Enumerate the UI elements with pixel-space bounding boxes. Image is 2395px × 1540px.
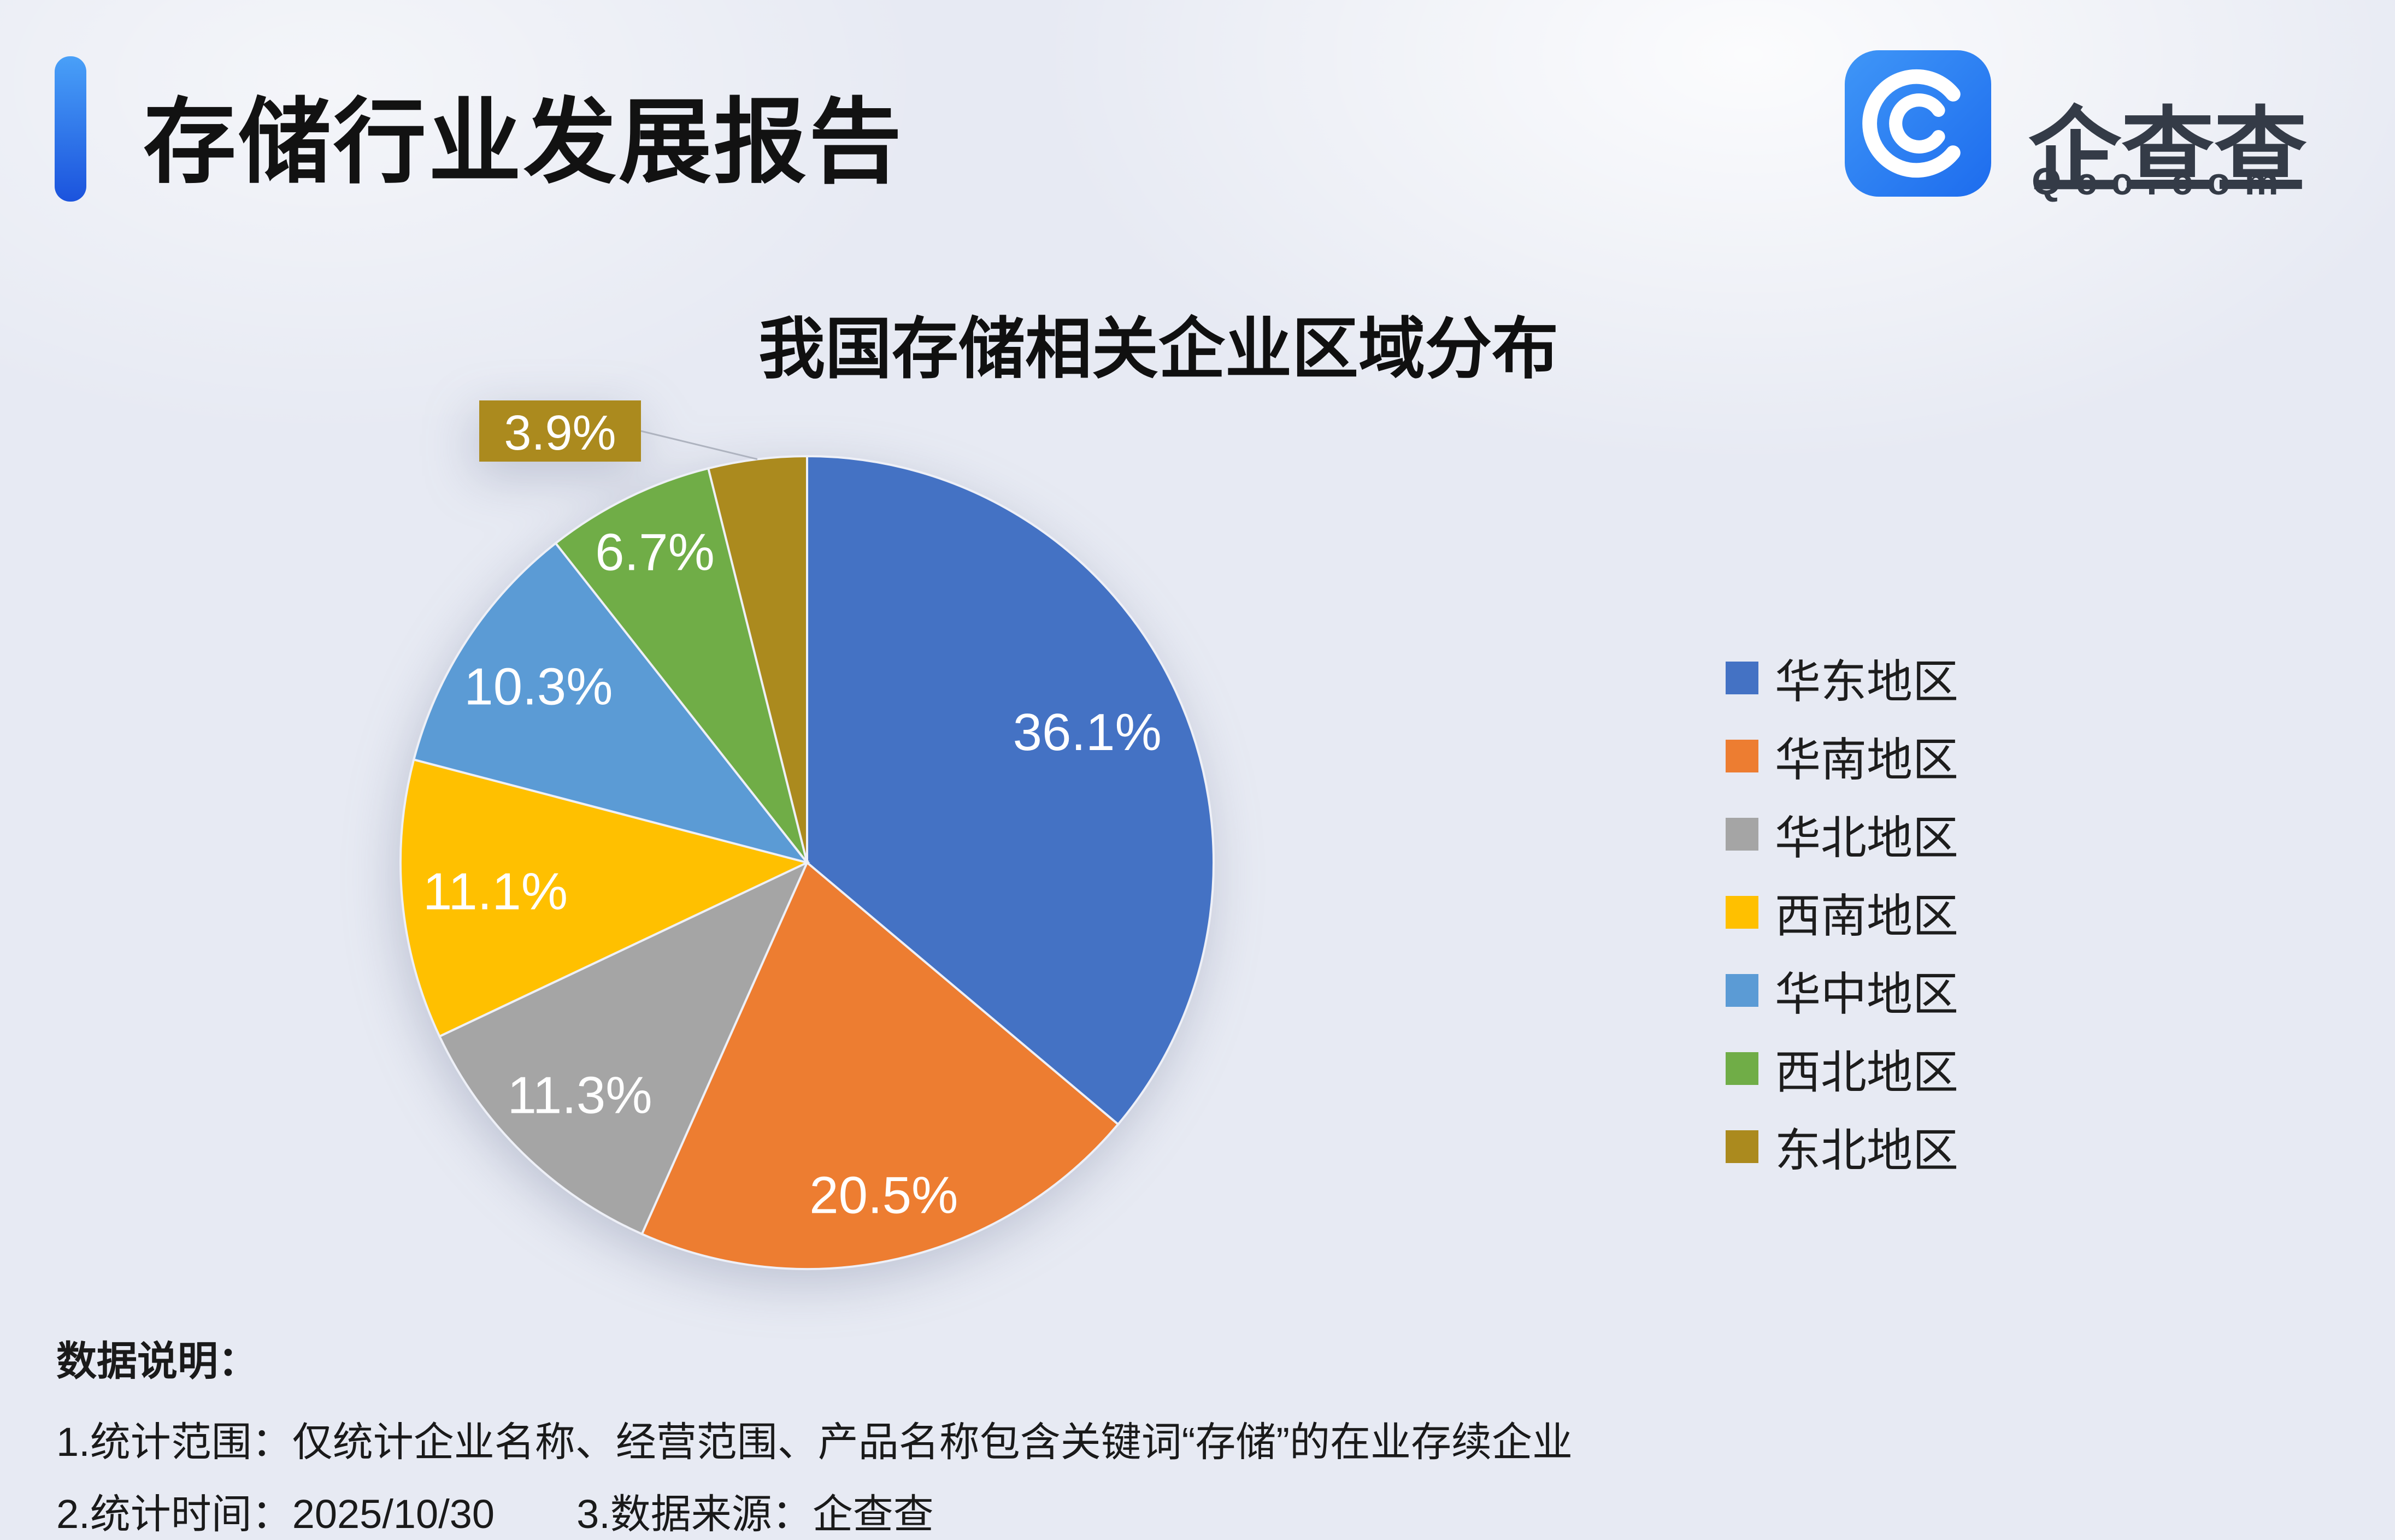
chart-legend: 华东地区华南地区华北地区西南地区华中地区西北地区东北地区 xyxy=(1726,654,1958,1176)
legend-swatch-icon xyxy=(1726,1130,1758,1163)
legend-item-0: 华东地区 xyxy=(1726,654,1958,707)
qcc-logo-icon xyxy=(1845,50,1991,197)
pie-slice-label-6: 3.9% xyxy=(504,406,616,461)
notes-line2: 2.统计时间：2025/10/30 3.数据来源：企查查 xyxy=(56,1482,934,1540)
legend-item-1: 华南地区 xyxy=(1726,733,1958,786)
pie-slice-label-3: 11.1% xyxy=(423,863,568,921)
legend-label: 华南地区 xyxy=(1775,734,1959,786)
legend-label: 华东地区 xyxy=(1775,656,1959,707)
pie-slice-0 xyxy=(806,455,1215,1126)
notes-source: 3.数据来源：企查查 xyxy=(576,1491,934,1537)
pie-slice-label-1: 20.5% xyxy=(809,1166,958,1225)
legend-label: 东北地区 xyxy=(1775,1124,1959,1176)
callout-leader-line xyxy=(640,430,758,461)
pie-slice-4 xyxy=(412,541,810,865)
pie-slice-2 xyxy=(438,860,810,1236)
pie-slice-label-4: 10.3% xyxy=(464,657,613,716)
pie-slice-3 xyxy=(399,758,810,1038)
pie-slice-label-2: 11.3% xyxy=(508,1066,652,1124)
legend-item-5: 西北地区 xyxy=(1726,1045,1958,1098)
legend-item-2: 华北地区 xyxy=(1726,811,1958,864)
callout-box xyxy=(479,400,641,462)
qcc-logo-text: 企查查 xyxy=(2028,99,2308,203)
pie-slice-label-5: 6.7% xyxy=(595,523,715,582)
legend-swatch-icon xyxy=(1726,740,1758,772)
legend-item-6: 东北地区 xyxy=(1726,1123,1958,1176)
legend-label: 华中地区 xyxy=(1775,968,1959,1020)
qcc-logo-domain: Qcc.com xyxy=(2032,160,2293,203)
legend-swatch-icon xyxy=(1726,896,1758,929)
pie-chart: 36.1% 20.5% 11.3% 11.1% 10.3% 6.7% 3.9% xyxy=(399,400,1215,1271)
pie-slice-5 xyxy=(554,467,808,864)
notes-date: 2.统计时间：2025/10/30 xyxy=(56,1491,495,1537)
legend-label: 西南地区 xyxy=(1775,890,1959,942)
page-title: 存储行业发展报告 xyxy=(143,91,904,194)
legend-swatch-icon xyxy=(1726,662,1758,694)
background-glow xyxy=(1038,0,2395,464)
pie-slice-1 xyxy=(640,860,1120,1271)
legend-swatch-icon xyxy=(1726,1052,1758,1085)
legend-label: 西北地区 xyxy=(1775,1046,1959,1098)
legend-item-3: 西南地区 xyxy=(1726,889,1958,942)
legend-swatch-icon xyxy=(1726,974,1758,1007)
notes-scope: 1.统计范围：仅统计企业名称、经营范围、产品名称包含关键词“存储”的在业存续企业 xyxy=(56,1419,1573,1465)
legend-swatch-icon xyxy=(1726,818,1758,851)
legend-item-4: 华中地区 xyxy=(1726,967,1958,1020)
qcc-spiral-c-icon xyxy=(1862,69,1961,178)
title-accent-bar xyxy=(55,56,86,202)
pie-slice-label-0: 36.1% xyxy=(1013,703,1162,762)
notes-heading: 数据说明： xyxy=(56,1338,258,1384)
chart-title: 我国存储相关企业区域分布 xyxy=(758,312,1558,386)
legend-label: 华北地区 xyxy=(1775,812,1959,864)
